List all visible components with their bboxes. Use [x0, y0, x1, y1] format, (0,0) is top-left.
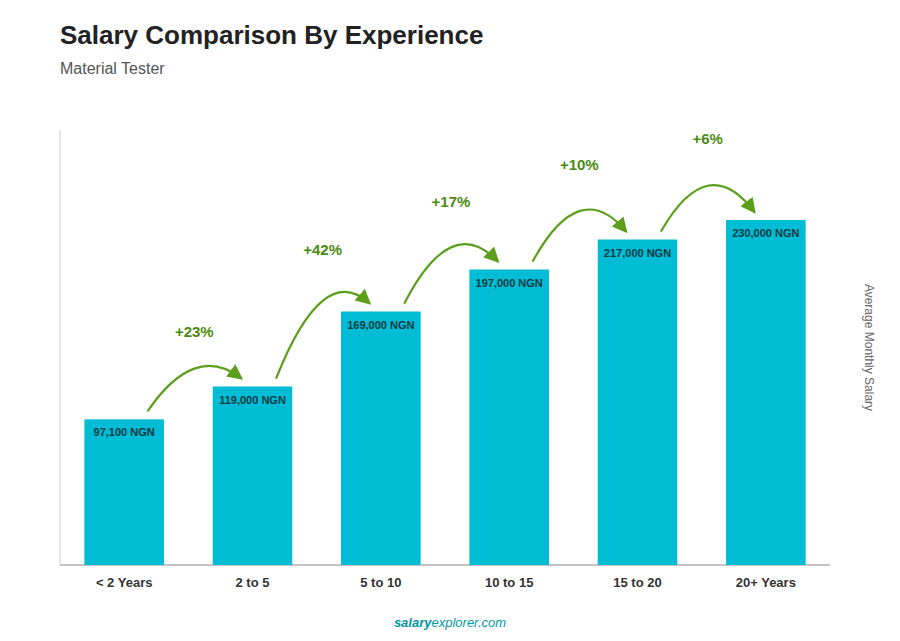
annotation: +23% [175, 323, 214, 340]
change-arrow [533, 209, 626, 260]
subtitle: Material Tester [60, 60, 165, 77]
change-arrow [405, 244, 498, 303]
bars [84, 220, 805, 565]
x-tick-label: 2 to 5 [236, 575, 270, 590]
annotation: +17% [432, 193, 471, 210]
x-tick-label: < 2 Years [96, 575, 153, 590]
bar [341, 312, 421, 566]
data-label: 230,000 NGN [732, 227, 799, 239]
annotation: +6% [692, 130, 722, 147]
change-arrow [148, 366, 241, 411]
annotation: +42% [303, 241, 342, 258]
annotation: +10% [560, 156, 599, 173]
data-label: 197,000 NGN [476, 277, 543, 289]
y-axis-label: Average Monthly Salary [862, 284, 876, 411]
change-arrow [661, 185, 754, 231]
change-arrow [276, 292, 369, 378]
data-label: 169,000 NGN [347, 319, 414, 331]
x-tick-label: 15 to 20 [613, 575, 661, 590]
x-tick-label: 20+ Years [736, 575, 796, 590]
watermark-part: salary [394, 615, 432, 630]
bar [469, 270, 549, 566]
change-arrows [148, 185, 754, 411]
data-label: 217,000 NGN [604, 247, 671, 259]
chart-container: Salary Comparison By Experience Material … [0, 0, 900, 641]
bar [84, 419, 164, 565]
watermark-part: explorer.com [431, 615, 506, 630]
y-axis-line [60, 130, 61, 565]
title: Salary Comparison By Experience [60, 20, 483, 50]
bar [726, 220, 806, 565]
x-tick-label: 5 to 10 [360, 575, 401, 590]
watermark: salaryexplorer.com [394, 615, 506, 630]
bar [213, 387, 293, 566]
data-label: 119,000 NGN [219, 394, 286, 406]
chart: Salary Comparison By Experience Material … [0, 0, 900, 641]
x-axis-line [60, 565, 830, 566]
data-label: 97,100 NGN [94, 426, 155, 438]
bar [598, 240, 678, 566]
x-tick-label: 10 to 15 [485, 575, 533, 590]
